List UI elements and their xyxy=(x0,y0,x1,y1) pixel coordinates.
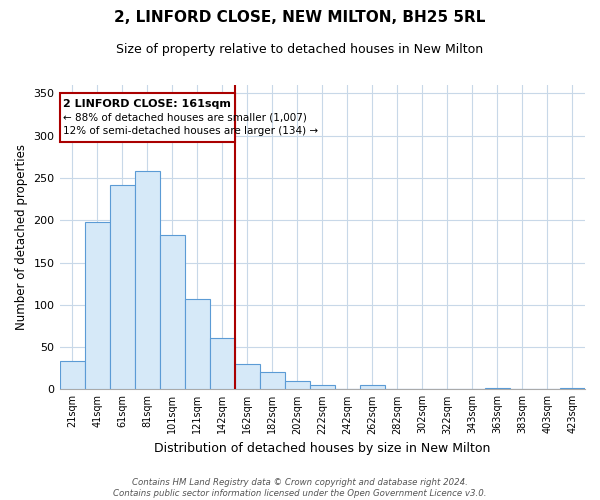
Bar xyxy=(160,234,185,390)
Bar xyxy=(59,360,85,390)
Y-axis label: Number of detached properties: Number of detached properties xyxy=(15,144,28,330)
Bar xyxy=(285,381,310,390)
Text: 2 LINFORD CLOSE: 161sqm: 2 LINFORD CLOSE: 161sqm xyxy=(63,100,231,110)
Bar xyxy=(59,94,235,142)
Bar xyxy=(310,385,335,390)
Bar xyxy=(110,184,134,390)
Bar xyxy=(209,338,235,390)
Text: 2, LINFORD CLOSE, NEW MILTON, BH25 5RL: 2, LINFORD CLOSE, NEW MILTON, BH25 5RL xyxy=(115,10,485,25)
Bar xyxy=(134,171,160,390)
Text: Size of property relative to detached houses in New Milton: Size of property relative to detached ho… xyxy=(116,42,484,56)
Bar xyxy=(185,299,209,390)
Text: ← 88% of detached houses are smaller (1,007): ← 88% of detached houses are smaller (1,… xyxy=(63,112,307,122)
Bar xyxy=(360,385,385,390)
Text: Contains HM Land Registry data © Crown copyright and database right 2024.
Contai: Contains HM Land Registry data © Crown c… xyxy=(113,478,487,498)
Bar xyxy=(235,364,260,390)
Text: 12% of semi-detached houses are larger (134) →: 12% of semi-detached houses are larger (… xyxy=(63,126,319,136)
Bar xyxy=(85,222,110,390)
X-axis label: Distribution of detached houses by size in New Milton: Distribution of detached houses by size … xyxy=(154,442,490,455)
Bar xyxy=(560,388,585,390)
Bar xyxy=(260,372,285,390)
Bar xyxy=(485,388,510,390)
